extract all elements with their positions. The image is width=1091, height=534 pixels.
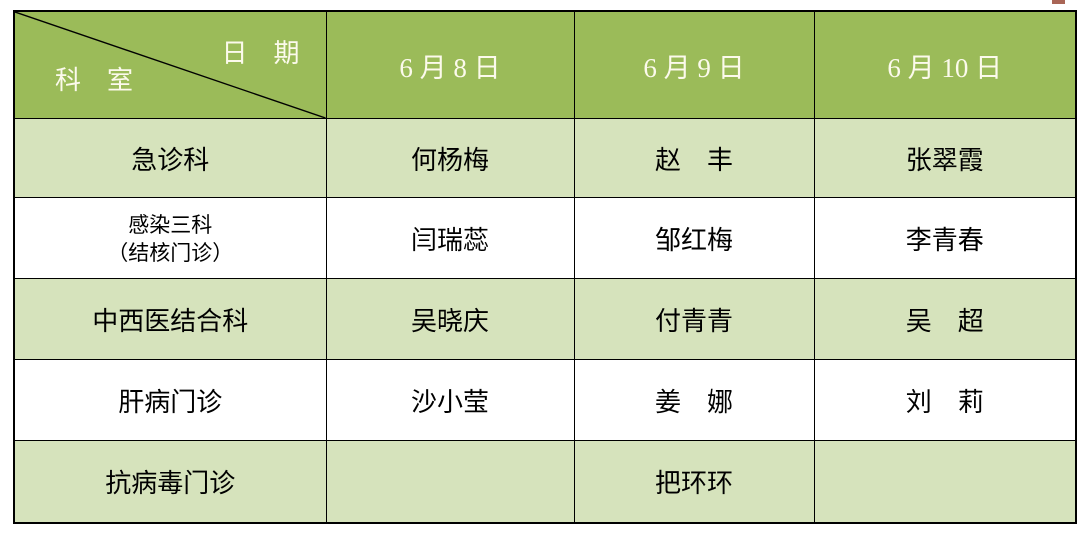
dept-label-sub: （结核门诊） (107, 241, 234, 265)
duty-name: 张翠霞 (813, 118, 1077, 198)
header-row: 日 期 科 室 6 月 8 日 6 月 9 日 6 月 10 日 (13, 10, 1077, 119)
duty-name: 赵 丰 (573, 118, 815, 198)
duty-name: 李青春 (813, 197, 1077, 279)
corner-header-cell: 日 期 科 室 (13, 10, 327, 119)
duty-name: 姜 娜 (573, 359, 815, 441)
duty-name: 吴晓庆 (325, 278, 575, 360)
duty-name: 何杨梅 (325, 118, 575, 198)
duty-name: 刘 莉 (813, 359, 1077, 441)
duty-name: 付青青 (573, 278, 815, 360)
column-header-jun-10: 6 月 10 日 (813, 10, 1077, 119)
table-row-antiviral-clinic: 抗病毒门诊 把环环 (13, 440, 1077, 524)
table-row-infection-3: 感染三科 （结核门诊） 闫瑞蕊 邹红梅 李青春 (13, 197, 1077, 279)
duty-name: 把环环 (573, 440, 815, 524)
dept-label: 急诊科 (13, 118, 327, 198)
diagonal-divider-line (15, 12, 325, 118)
dept-label: 肝病门诊 (13, 359, 327, 441)
dept-label: 感染三科 （结核门诊） (13, 197, 327, 279)
dept-label-main: 感染三科 (128, 212, 213, 237)
duty-name (325, 440, 575, 524)
duty-name: 邹红梅 (573, 197, 815, 279)
duty-name: 沙小莹 (325, 359, 575, 441)
corner-date-label: 日 期 (221, 39, 300, 68)
duty-name: 吴 超 (813, 278, 1077, 360)
duty-name (813, 440, 1077, 524)
table-row-liver-clinic: 肝病门诊 沙小莹 姜 娜 刘 莉 (13, 359, 1077, 441)
duty-schedule-table: 日 期 科 室 6 月 8 日 6 月 9 日 6 月 10 日 急诊科 何杨梅… (13, 10, 1077, 524)
corner-dept-label: 科 室 (55, 66, 134, 95)
stray-mark (1052, 0, 1065, 4)
column-header-jun-8: 6 月 8 日 (325, 10, 575, 119)
column-header-jun-9: 6 月 9 日 (573, 10, 815, 119)
dept-label: 中西医结合科 (13, 278, 327, 360)
dept-label: 抗病毒门诊 (13, 440, 327, 524)
table-row-integrated-medicine: 中西医结合科 吴晓庆 付青青 吴 超 (13, 278, 1077, 360)
table-row-emergency: 急诊科 何杨梅 赵 丰 张翠霞 (13, 118, 1077, 198)
duty-name: 闫瑞蕊 (325, 197, 575, 279)
